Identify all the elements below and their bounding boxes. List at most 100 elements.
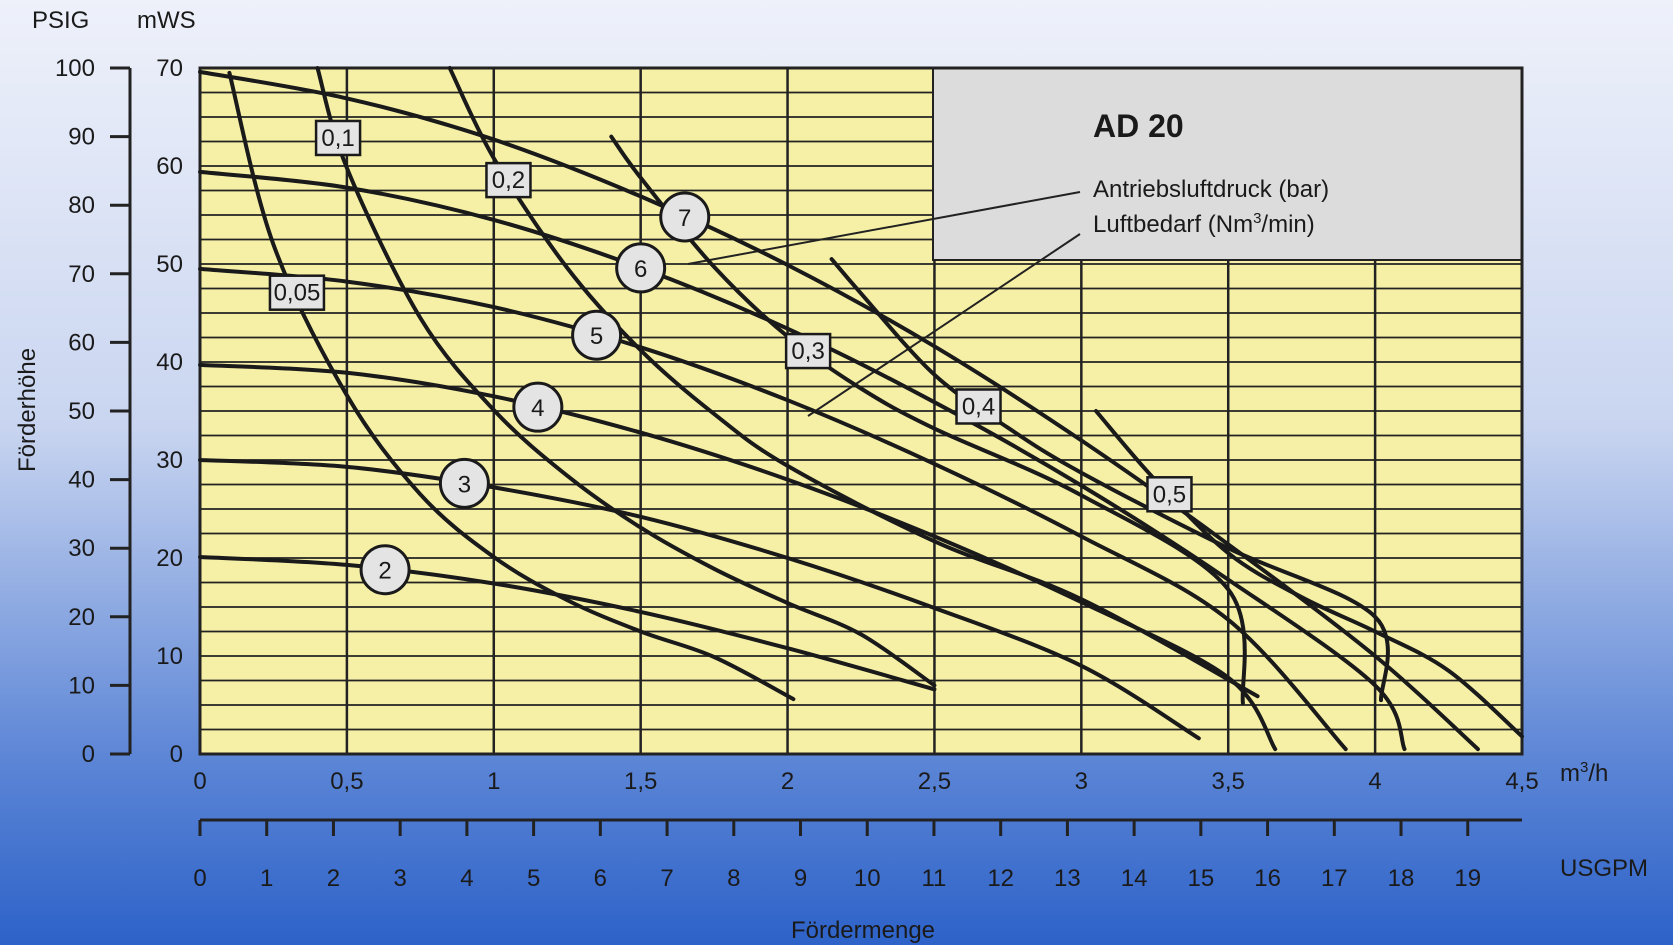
psig-tick-label: 70 xyxy=(68,261,95,288)
legend-title: AD 20 xyxy=(1093,108,1184,144)
pressure-label-circle xyxy=(659,191,711,243)
x-tick-label: 1 xyxy=(487,768,500,795)
mws-tick-label: 10 xyxy=(156,643,183,670)
mws-tick-label: 40 xyxy=(156,349,183,376)
air-label-0-1: 0,1 xyxy=(314,119,362,157)
air-curve-0-05 xyxy=(227,70,796,702)
psig-tick-label: 0 xyxy=(82,741,95,768)
usgpm-tick-label: 17 xyxy=(1321,865,1348,892)
pressure-label-7: 7 xyxy=(659,191,711,243)
air-label-0-2: 0,2 xyxy=(485,161,532,199)
psig-unit-label: PSIG xyxy=(32,7,89,34)
usgpm-tick-label: 19 xyxy=(1454,865,1481,892)
mws-tick-label: 50 xyxy=(156,251,183,278)
psig-tick-label: 80 xyxy=(68,192,95,219)
usgpm-tick-label: 3 xyxy=(393,865,406,892)
x-tick-label: 3,5 xyxy=(1212,768,1245,795)
usgpm-tick-label: 18 xyxy=(1388,865,1415,892)
pressure-curve-2 xyxy=(198,555,937,692)
usgpm-tick-label: 13 xyxy=(1054,865,1081,892)
y-axis-label: Förderhöhe xyxy=(14,348,41,472)
mws-tick-label: 60 xyxy=(156,153,183,180)
x-tick-label: 2 xyxy=(781,768,794,795)
usgpm-tick-label: 10 xyxy=(854,865,881,892)
mws-tick-label: 30 xyxy=(156,447,183,474)
air-label-0-3: 0,3 xyxy=(784,332,832,370)
mws-tick-label: 70 xyxy=(156,55,183,82)
air-label-0-5: 0,5 xyxy=(1146,476,1193,513)
legend-box xyxy=(932,67,1523,261)
air-curve-0-4 xyxy=(829,257,1390,703)
mws-tick-label: 20 xyxy=(156,545,183,572)
psig-tick-label: 10 xyxy=(68,672,95,699)
usgpm-tick-label: 14 xyxy=(1121,865,1148,892)
mws-tick-label: 0 xyxy=(170,741,183,768)
pressure-label-text: 7 xyxy=(678,205,691,232)
x-tick-label: 0 xyxy=(193,768,206,795)
leader-line-pressure xyxy=(687,191,1081,265)
usgpm-tick-label: 6 xyxy=(594,865,607,892)
air-label-0-4: 0,4 xyxy=(955,388,1002,425)
pressure-label-circle xyxy=(359,544,411,596)
pressure-label-text: 5 xyxy=(590,323,603,350)
air-curve-0-1 xyxy=(315,66,937,688)
air-label-box xyxy=(485,161,532,199)
tick-labels: 0 0,5 1 1,5 2 2,5 3 3,5 4 4,50 1 2 3 4 5 6 7 8 9 10 11 12 13 14… xyxy=(55,55,1539,892)
pressure-label-3: 3 xyxy=(438,457,490,509)
pressure-label-4: 4 xyxy=(512,381,564,433)
mws-unit-label: mWS xyxy=(137,7,196,34)
pressure-label-5: 5 xyxy=(571,309,623,361)
x-tick-label: 3 xyxy=(1075,768,1088,795)
x-tick-label: 0,5 xyxy=(330,768,363,795)
air-label-box xyxy=(784,332,832,370)
pressure-label-text: 6 xyxy=(634,256,647,283)
usgpm-tick-label: 4 xyxy=(460,865,473,892)
air-label-text: 0,2 xyxy=(492,167,525,194)
usgpm-tick-label: 15 xyxy=(1188,865,1215,892)
air-label-text: 0,3 xyxy=(791,338,824,365)
usgpm-tick-label: 11 xyxy=(921,865,946,892)
usgpm-tick-label: 16 xyxy=(1254,865,1281,892)
usgpm-tick-label: 8 xyxy=(727,865,740,892)
usgpm-tick-label: 5 xyxy=(527,865,540,892)
air-label-text: 0,4 xyxy=(962,393,995,420)
usgpm-tick-label: 12 xyxy=(987,865,1014,892)
curve-labels: 2 3 4 5 6 7 0,05 0,1 0,2 0,3 0,4 0,5 xyxy=(268,119,1193,596)
x-tick-label: 2,5 xyxy=(918,768,951,795)
air-label-0-05: 0,05 xyxy=(268,274,326,311)
legend-air-text: Luftbedarf (Nm3/min) xyxy=(1093,210,1315,238)
psig-tick-label: 100 xyxy=(55,55,95,82)
x-tick-label: 4 xyxy=(1368,768,1381,795)
plot-border xyxy=(198,66,1524,756)
psig-tick-label: 60 xyxy=(68,329,95,356)
pressure-curve-6 xyxy=(198,169,1407,752)
legend-pressure-text: Antriebsluftdruck (bar) xyxy=(1093,176,1329,203)
pressure-label-circle xyxy=(512,381,564,433)
air-label-box xyxy=(1146,476,1193,513)
pressure-label-2: 2 xyxy=(359,544,411,596)
air-label-box xyxy=(268,274,326,311)
x-axis-label: Fördermenge xyxy=(791,917,935,944)
curves xyxy=(198,66,1524,752)
pressure-label-circle xyxy=(615,242,667,294)
air-curve-0-2 xyxy=(447,66,1260,699)
air-label-box xyxy=(955,388,1002,425)
pressure-label-circle xyxy=(438,457,490,509)
psig-tick-label: 50 xyxy=(68,398,95,425)
air-label-box xyxy=(314,119,362,157)
usgpm-tick-label: 7 xyxy=(660,865,673,892)
x-tick-label: 1,5 xyxy=(624,768,657,795)
pressure-curve-3 xyxy=(198,458,1201,741)
pressure-label-6: 6 xyxy=(615,242,667,294)
air-label-text: 0,05 xyxy=(274,280,321,307)
x-tick-label: 4,5 xyxy=(1505,768,1538,795)
air-label-text: 0,5 xyxy=(1153,481,1186,508)
usgpm-unit-label: USGPM xyxy=(1560,855,1648,882)
psig-tick-label: 30 xyxy=(68,535,95,562)
pressure-label-text: 3 xyxy=(458,471,471,498)
psig-tick-label: 90 xyxy=(68,124,95,151)
usgpm-tick-label: 0 xyxy=(193,865,206,892)
psig-tick-label: 40 xyxy=(68,467,95,494)
air-label-text: 0,1 xyxy=(321,125,354,152)
pressure-label-text: 4 xyxy=(531,395,544,422)
